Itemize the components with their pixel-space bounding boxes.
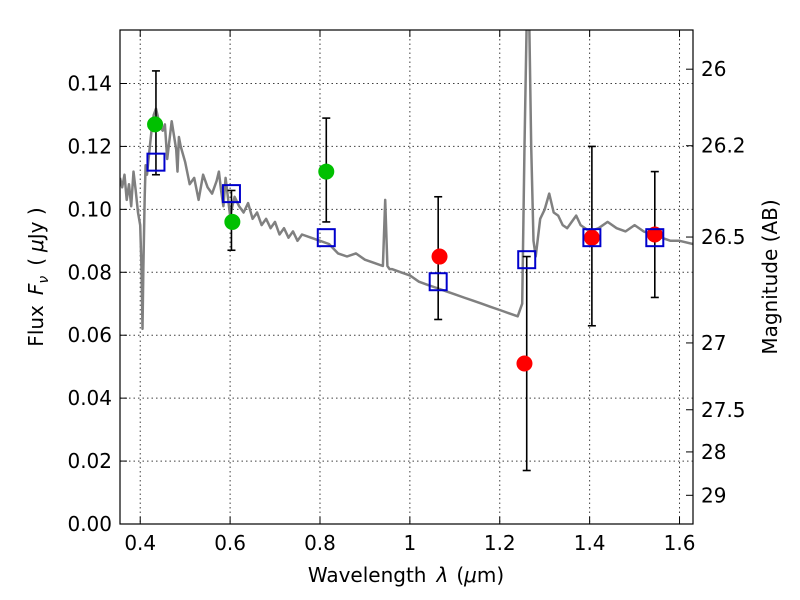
model-photometry-point <box>582 228 602 248</box>
red-photometry-point <box>431 248 448 265</box>
y-tick-label: 0.04 <box>67 386 112 410</box>
sed-model-line <box>120 30 693 331</box>
model-photometry-point <box>645 228 665 248</box>
x-axis-title: Wavelength λ (μm) <box>308 563 504 587</box>
y2-tick-label: 26.2 <box>701 134 746 158</box>
y2-axis-title: Magnitude (AB) <box>758 199 782 354</box>
y2-tick-label: 26 <box>701 57 726 81</box>
green-photometry-point <box>147 116 164 133</box>
y-tick-label: 0.10 <box>67 197 112 221</box>
x-tick-label: 0.4 <box>124 531 156 555</box>
y2-tick-label: 27 <box>701 331 726 355</box>
green-photometry-point <box>224 213 241 230</box>
x-tick-label: 0.8 <box>304 531 336 555</box>
x-tick-label: 1.6 <box>664 531 696 555</box>
model-photometry-point <box>316 228 336 248</box>
x-tick-label: 1 <box>404 531 417 555</box>
red-photometry-point <box>516 355 533 372</box>
model-photometry-point <box>146 152 166 172</box>
y-tick-label: 0.14 <box>67 71 112 95</box>
x-tick-label: 1.2 <box>484 531 516 555</box>
y-tick-label: 0.00 <box>67 512 112 536</box>
red-photometry-point <box>583 229 600 246</box>
plot-frame <box>119 29 694 525</box>
y2-tick-label: 27.5 <box>701 398 746 422</box>
y-tick-label: 0.12 <box>67 134 112 158</box>
y2-tick-label: 26.5 <box>701 225 746 249</box>
model-photometry-point <box>428 272 448 292</box>
y-tick-label: 0.06 <box>67 323 112 347</box>
model-photometry-point <box>517 250 537 270</box>
x-tick-label: 1.4 <box>574 531 606 555</box>
model-photometry-point <box>221 184 241 204</box>
y2-tick-label: 28 <box>701 440 726 464</box>
green-photometry-point <box>318 163 335 180</box>
y-tick-label: 0.08 <box>67 260 112 284</box>
x-tick-label: 0.6 <box>214 531 246 555</box>
y-tick-label: 0.02 <box>67 449 112 473</box>
y2-tick-label: 29 <box>701 483 726 507</box>
y-axis-title: FluxFν(μJy ) <box>24 207 52 346</box>
